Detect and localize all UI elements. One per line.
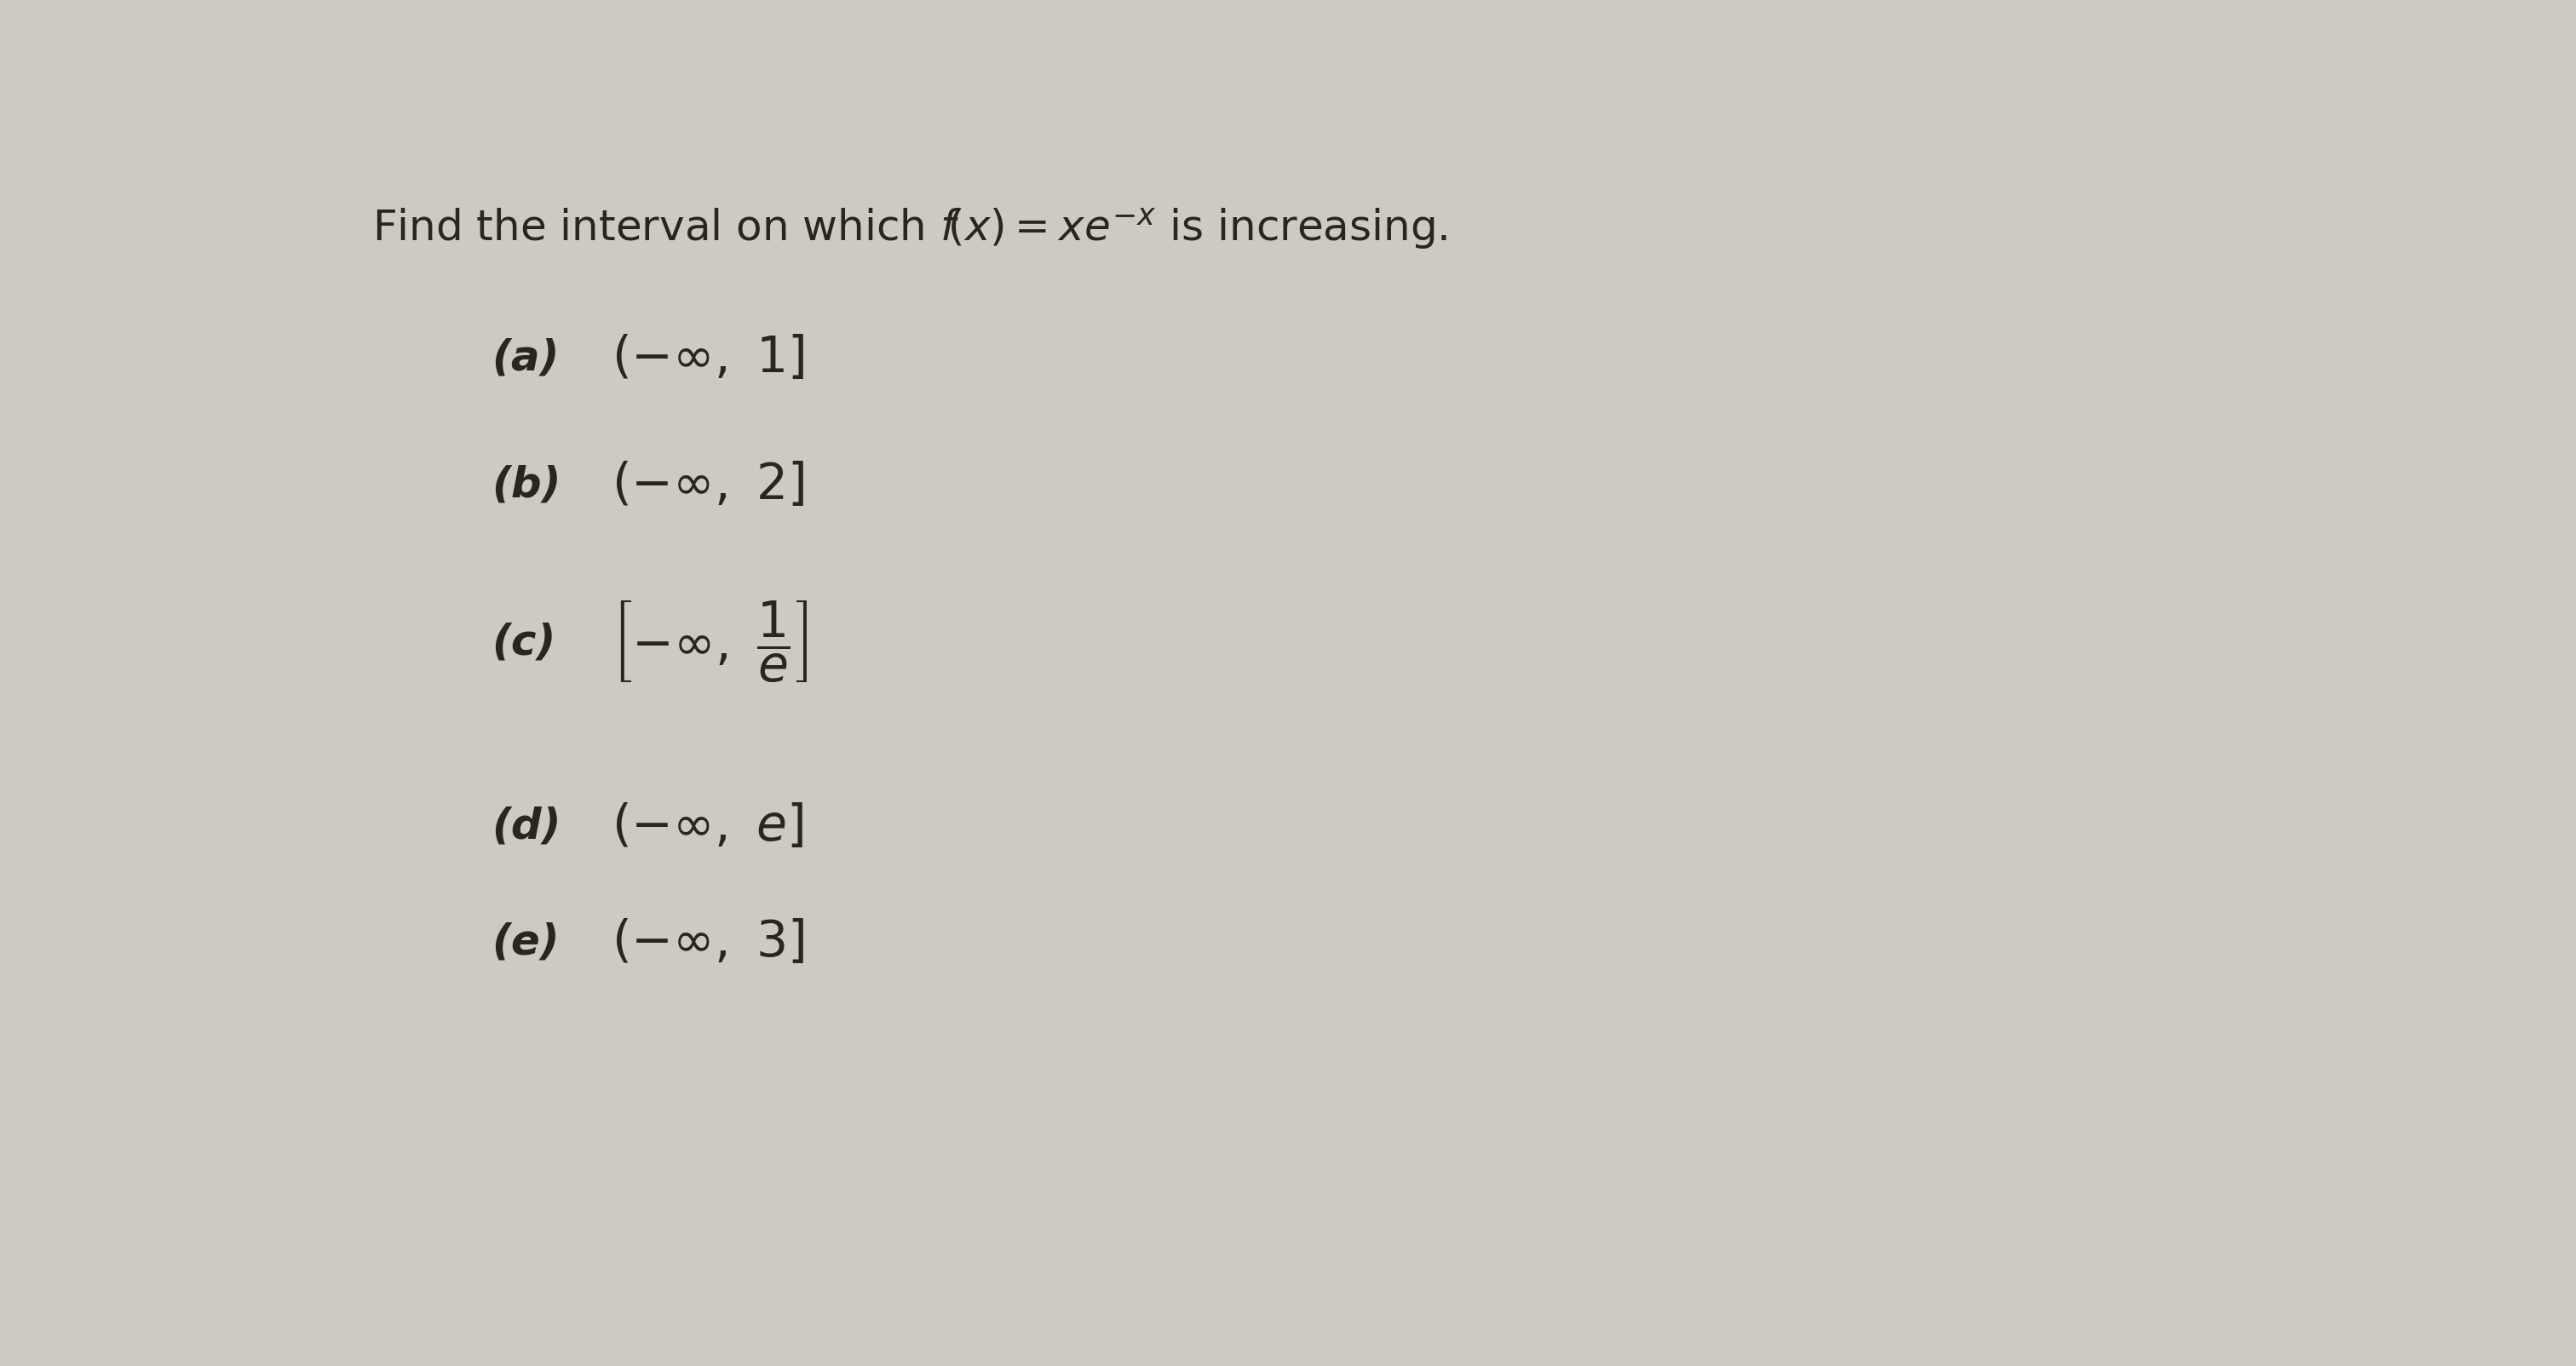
Text: (c): (c) [492,622,556,663]
Text: (d): (d) [492,806,562,847]
Text: $\left(-\infty,\ 2\right]$: $\left(-\infty,\ 2\right]$ [611,460,804,510]
Text: (a): (a) [492,337,559,378]
Text: $\left[-\infty,\ \dfrac{1}{e}\right]$: $\left[-\infty,\ \dfrac{1}{e}\right]$ [611,600,809,686]
Text: (e): (e) [492,922,559,963]
Text: (b): (b) [492,464,562,505]
Text: $\left(-\infty,\ 1\right]$: $\left(-\infty,\ 1\right]$ [611,335,804,382]
Text: $\left(-\infty,\ e\right]$: $\left(-\infty,\ e\right]$ [611,802,804,851]
Text: $\left(-\infty,\ 3\right]$: $\left(-\infty,\ 3\right]$ [611,918,804,967]
Text: Find the interval on which $f\!\left(x\right) = xe^{-x}$ is increasing.: Find the interval on which $f\!\left(x\r… [371,206,1448,251]
